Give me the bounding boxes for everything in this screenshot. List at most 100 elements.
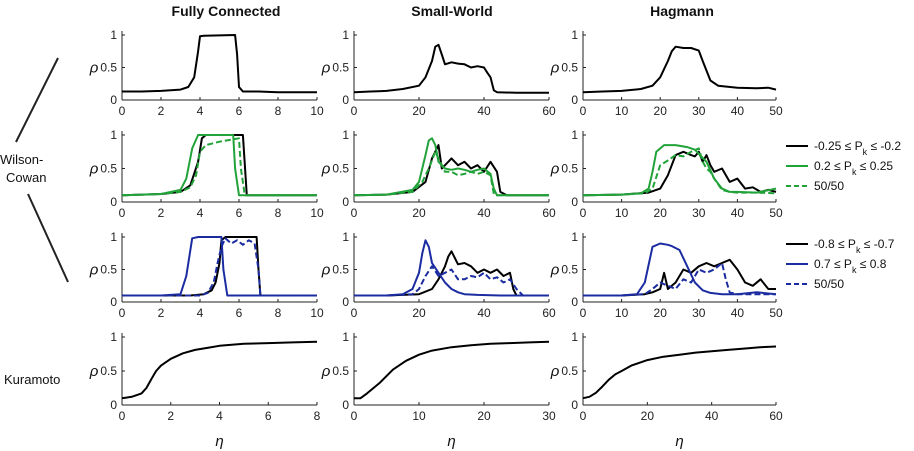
- panel-r0-c2: 00.510 10 20 30 40 50ρ: [550, 28, 783, 118]
- row-label-wilson-line2: Cowan: [6, 170, 46, 185]
- series-line: [582, 147, 777, 197]
- x-tick-label: 50: [769, 306, 783, 320]
- panel-r0-c0: 00.510 2 4 6 8 10ρ: [89, 28, 324, 118]
- x-tick-label: 0: [119, 104, 126, 118]
- x-tick-label: 50: [769, 104, 783, 118]
- y-tick-label: 1: [571, 330, 578, 344]
- x-tick-label: 10: [412, 409, 426, 423]
- y-axis-label: ρ: [321, 161, 331, 178]
- series-line: [122, 34, 317, 94]
- series-line: [121, 134, 317, 197]
- legend-row-2: -0.8 ≤ Pk ≤ -0.7 0.7 ≤ Pk ≤ 0.8 50/50: [786, 237, 895, 291]
- y-tick-label: 0: [571, 398, 578, 412]
- panel-r3-c0: 0 0.5 1 0 2 4 6 8 ρ η: [89, 330, 321, 450]
- legend-row-1: -0.25 ≤ Pk ≤ -0.2 0.2 ≤ Pk ≤ 0.25 50/50: [786, 139, 901, 193]
- y-tick-label: 0.5: [332, 263, 349, 277]
- series-line: [122, 236, 317, 297]
- x-tick-label: 4: [197, 206, 204, 220]
- y-axis-label: ρ: [550, 60, 560, 77]
- panel-r1-c1: 0 0.5 1 0 20 40 60 ρ: [321, 128, 556, 220]
- y-tick-label: 0.5: [100, 162, 117, 176]
- series-line: [122, 237, 317, 297]
- y-axis-label: ρ: [321, 60, 331, 77]
- x-axis-label: η: [447, 433, 455, 450]
- y-tick-label: 0.5: [561, 162, 578, 176]
- x-tick-label: 0: [351, 409, 358, 423]
- series-line: [122, 236, 317, 297]
- x-tick-label: 0: [351, 306, 358, 320]
- series-line: [583, 258, 776, 297]
- x-tick-label: 0: [119, 306, 126, 320]
- y-tick-label: 0: [110, 295, 117, 309]
- y-tick-label: 0.5: [332, 364, 349, 378]
- x-tick-label: 60: [542, 104, 556, 118]
- x-tick-label: 10: [310, 306, 324, 320]
- legend-label: -0.25 ≤ Pk ≤ -0.2: [814, 139, 901, 157]
- x-tick-label: 60: [542, 306, 556, 320]
- panel-r1-c2: 00.510 10 20 30 40 50ρ: [550, 128, 783, 220]
- x-tick-label: 0: [119, 409, 126, 423]
- column-title-fully-connected: Fully Connected: [172, 3, 281, 19]
- y-tick-label: 1: [571, 128, 578, 142]
- y-axis-label: ρ: [89, 60, 99, 77]
- y-tick-label: 1: [110, 330, 117, 344]
- y-tick-label: 1: [571, 230, 578, 244]
- y-tick-label: 0: [342, 93, 349, 107]
- series-line: [582, 345, 777, 400]
- series-line: [121, 340, 318, 400]
- x-tick-label: 10: [615, 206, 629, 220]
- y-tick-label: 1: [342, 330, 349, 344]
- legend-label: 0.7 ≤ Pk ≤ 0.8: [814, 257, 887, 275]
- series-line: [353, 144, 549, 197]
- y-tick-label: 0.5: [332, 162, 349, 176]
- y-axis-label: ρ: [321, 363, 331, 380]
- bracket-line-upper: [15, 57, 59, 143]
- x-tick-label: 2: [167, 409, 174, 423]
- x-tick-label: 40: [731, 206, 745, 220]
- x-tick-label: 40: [731, 306, 745, 320]
- x-tick-label: 30: [692, 206, 706, 220]
- y-tick-label: 0.5: [561, 263, 578, 277]
- x-tick-label: 20: [654, 206, 668, 220]
- x-tick-label: 20: [412, 306, 426, 320]
- x-tick-label: 60: [542, 206, 556, 220]
- panel-r2-c0: 00.510 2 4 6 8 10ρ: [89, 230, 324, 320]
- x-tick-label: 8: [314, 409, 321, 423]
- x-tick-label: 8: [275, 206, 282, 220]
- x-tick-label: 8: [275, 104, 282, 118]
- x-tick-label: 0: [580, 206, 587, 220]
- series-line: [353, 150, 549, 197]
- x-tick-label: 2: [158, 306, 165, 320]
- y-tick-label: 0: [342, 398, 349, 412]
- y-axis-label: ρ: [89, 161, 99, 178]
- x-tick-label: 20: [654, 306, 668, 320]
- y-tick-label: 1: [571, 28, 578, 42]
- y-tick-label: 0.5: [100, 61, 117, 75]
- y-axis-label: ρ: [550, 363, 560, 380]
- x-tick-label: 2: [158, 206, 165, 220]
- x-tick-label: 4: [197, 104, 204, 118]
- x-tick-label: 30: [692, 104, 706, 118]
- panel-r3-c2: 0 0.5 1 0 20 40 60 ρ η: [550, 330, 783, 450]
- y-tick-label: 0.5: [561, 61, 578, 75]
- x-tick-label: 20: [412, 104, 426, 118]
- panel-r2-c2: 00.510 10 20 30 40 50ρ: [550, 230, 783, 320]
- x-tick-label: 4: [216, 409, 223, 423]
- y-tick-label: 0.5: [332, 61, 349, 75]
- bracket-line-lower: [27, 193, 69, 283]
- y-tick-label: 0.5: [561, 364, 578, 378]
- column-title-small-world: Small-World: [411, 3, 492, 19]
- x-tick-label: 50: [769, 206, 783, 220]
- y-tick-label: 0: [110, 195, 117, 209]
- series-line: [582, 45, 777, 94]
- x-tick-label: 10: [615, 104, 629, 118]
- x-tick-label: 4: [197, 306, 204, 320]
- x-tick-label: 10: [615, 306, 629, 320]
- y-tick-label: 0: [110, 398, 117, 412]
- x-tick-label: 8: [275, 306, 282, 320]
- series-line: [353, 43, 549, 94]
- series-line: [354, 340, 550, 400]
- series-line: [354, 239, 549, 297]
- x-tick-label: 6: [236, 104, 243, 118]
- x-tick-label: 20: [477, 409, 491, 423]
